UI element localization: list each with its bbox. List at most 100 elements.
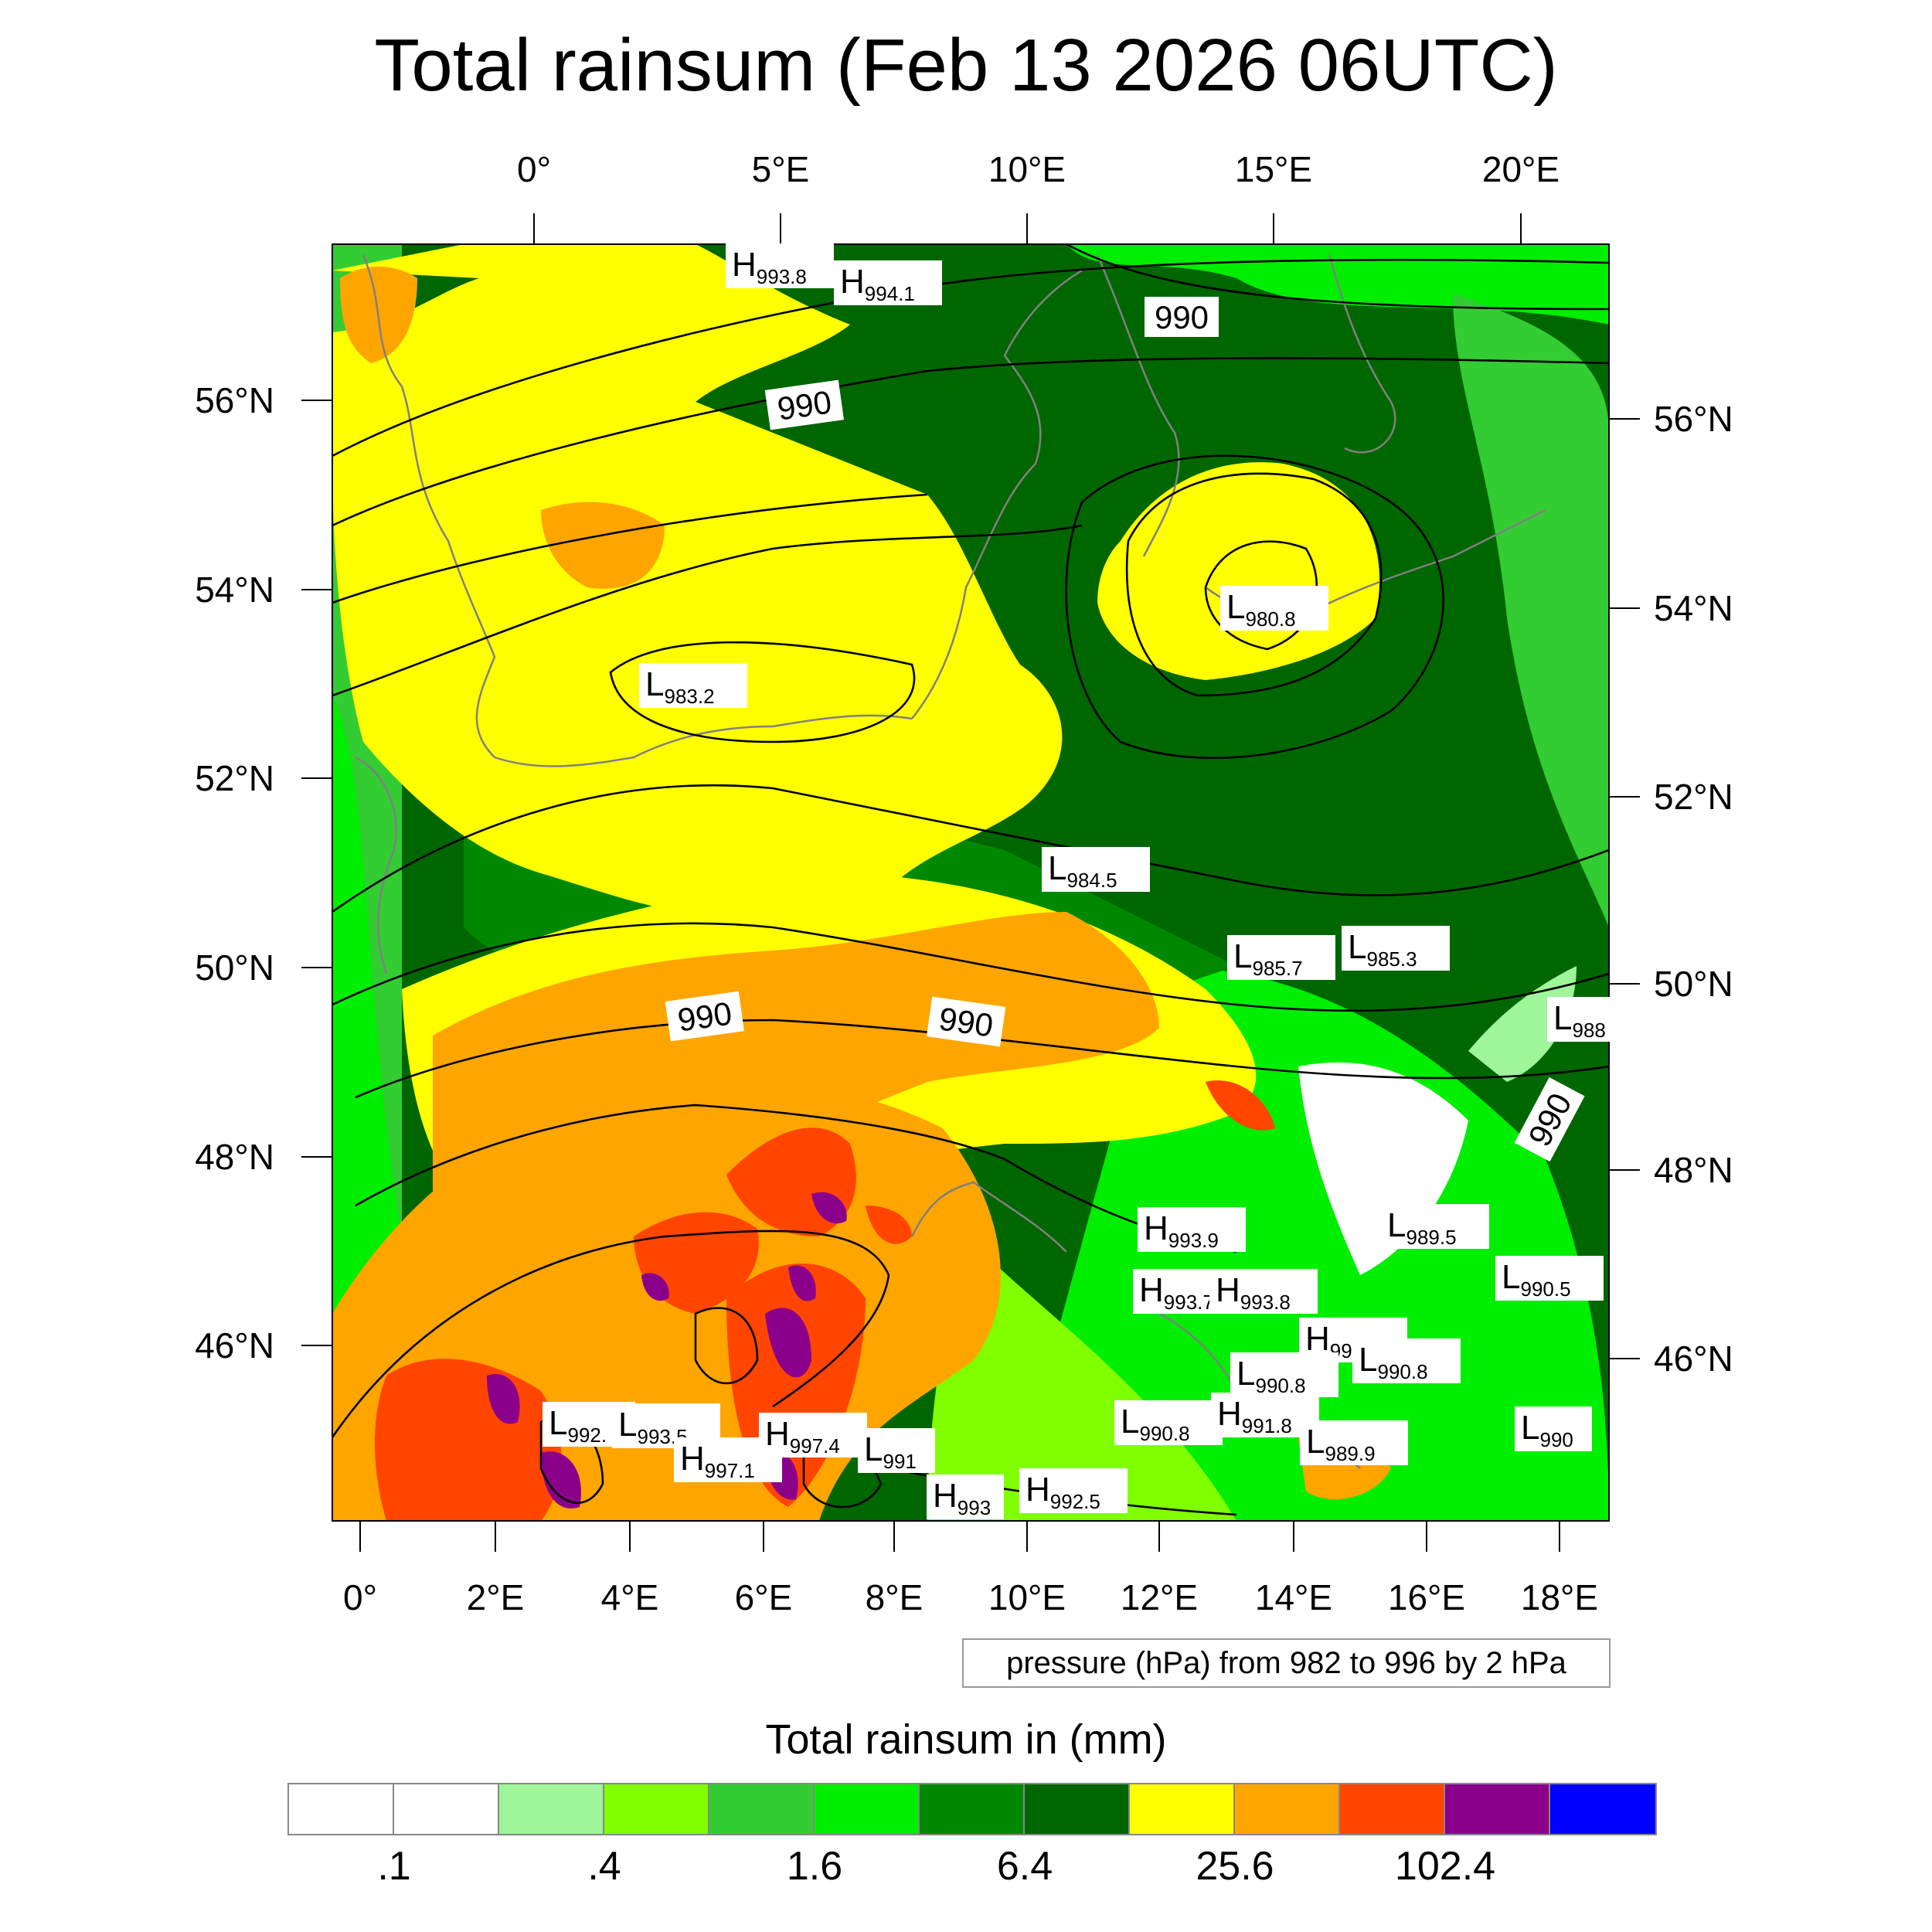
pressure-center-text: L990.5 — [1502, 1258, 1571, 1301]
colorbar-label: 1.6 — [786, 1844, 843, 1889]
pressure-center-text: L980.8 — [1226, 588, 1296, 631]
bottom-tick-label: 8°E — [866, 1577, 923, 1617]
colorbar-swatch — [499, 1784, 604, 1834]
pressure-center-label: L990.8 — [1352, 1338, 1461, 1383]
colorbar-swatch — [920, 1784, 1025, 1834]
pressure-center-label: L990 — [1515, 1406, 1592, 1451]
right-tick-label: 56°N — [1654, 399, 1733, 439]
colorbar-label: .1 — [377, 1844, 411, 1889]
pressure-center-text: H991.8 — [1217, 1395, 1292, 1437]
pressure-center-text: H993.9 — [1144, 1209, 1219, 1252]
pressure-center-label: H993.9 — [1138, 1207, 1246, 1252]
pressure-center-label: L983.2 — [639, 663, 747, 708]
top-tick-label: 5°E — [752, 149, 810, 189]
bottom-tick-label: 14°E — [1255, 1577, 1332, 1617]
right-tick-label: 46°N — [1654, 1338, 1733, 1379]
colorbar — [287, 1783, 1657, 1835]
colorbar-swatch — [1550, 1784, 1655, 1834]
colorbar-swatch — [1235, 1784, 1340, 1834]
pressure-center-text: L989.9 — [1306, 1423, 1376, 1465]
pressure-center-label: H993.8 — [1209, 1269, 1318, 1314]
bottom-tick-label: 2°E — [467, 1577, 525, 1617]
pressure-center-text: H997.1 — [680, 1440, 755, 1482]
bottom-axis: 0° 2°E 4°E 6°E 8°E 10°E 12°E 14°E 16°E 1… — [343, 1521, 1598, 1617]
pressure-center-text: L983.2 — [645, 665, 715, 708]
isobar-label: 990 — [775, 383, 834, 427]
colorbar-swatch — [1130, 1784, 1235, 1834]
colorbar-label: 102.4 — [1394, 1844, 1496, 1889]
map-frame — [332, 243, 1610, 1522]
right-tick-label: 48°N — [1654, 1150, 1733, 1190]
pressure-center-text: H993.8 — [732, 246, 807, 288]
left-tick-label: 46°N — [195, 1325, 274, 1366]
bottom-tick-label: 18°E — [1521, 1577, 1598, 1617]
pressure-center-text: L990.8 — [1359, 1341, 1428, 1383]
isobar-label: 990 — [675, 995, 734, 1038]
pressure-center-label: L991 — [858, 1428, 935, 1473]
top-tick-label: 10°E — [988, 149, 1066, 189]
map-title: Total rainsum (Feb 13 2026 06UTC) — [374, 24, 1558, 107]
pressure-center-label: L990.8 — [1114, 1400, 1223, 1445]
colorbar-swatch — [289, 1784, 394, 1834]
top-axis: 0° 5°E 10°E 15°E 20°E — [517, 149, 1560, 244]
pressure-center-label: H992.5 — [1019, 1468, 1128, 1513]
pressure-center-text: H993 — [933, 1477, 991, 1519]
pressure-center-text: L985.3 — [1348, 928, 1417, 971]
pressure-center-label: L985.7 — [1227, 935, 1335, 980]
pressure-center-text: L991 — [864, 1430, 917, 1473]
pressure-center-label: L988 — [1547, 997, 1624, 1042]
pressure-center-label: L990.8 — [1230, 1352, 1338, 1397]
pressure-center-text: L990.8 — [1121, 1403, 1190, 1445]
bottom-tick-label: 10°E — [988, 1577, 1066, 1617]
pressure-center-text: H993.8 — [1216, 1271, 1291, 1314]
bottom-tick-label: 6°E — [735, 1577, 793, 1617]
rainfall-field — [332, 244, 1609, 1521]
bottom-tick-label: 4°E — [601, 1577, 659, 1617]
top-tick-label: 15°E — [1235, 149, 1312, 189]
top-tick-label: 0° — [517, 149, 551, 189]
contour-info-box: pressure (hPa) from 982 to 996 by 2 hPa — [962, 1638, 1611, 1688]
colorbar-label: .4 — [587, 1844, 621, 1889]
pressure-centers: H993.8 H994.1 L980.8 L983.2 L984.5 L985.7 L985… — [543, 243, 1624, 1519]
pressure-center-label: H997.4 — [759, 1413, 867, 1458]
left-tick-label: 54°N — [195, 570, 274, 610]
right-tick-label: 50°N — [1654, 964, 1733, 1004]
right-tick-label: 52°N — [1654, 777, 1733, 817]
pressure-center-text: H994.1 — [840, 263, 915, 305]
right-axis: 56°N 54°N 52°N 50°N 48°N 46°N — [1609, 399, 1733, 1379]
top-tick-label: 20°E — [1482, 149, 1560, 189]
pressure-center-label: L984.5 — [1042, 847, 1150, 892]
colorbar-swatch — [1025, 1784, 1130, 1834]
pressure-center-label: H991.8 — [1211, 1393, 1319, 1437]
left-tick-label: 56°N — [195, 380, 274, 420]
isobar-label: 990 — [937, 1000, 995, 1043]
pressure-center-text: L988 — [1553, 999, 1606, 1042]
pressure-center-label: L989.9 — [1300, 1420, 1408, 1465]
pressure-center-text: H993.7 — [1139, 1271, 1214, 1314]
right-tick-label: 54°N — [1654, 588, 1733, 628]
pressure-center-label: H994.1 — [834, 260, 942, 305]
pressure-center-label: H993 — [927, 1475, 1004, 1519]
colorbar-label: 6.4 — [996, 1844, 1053, 1889]
left-tick-label: 52°N — [195, 758, 274, 798]
pressure-center-label: L980.8 — [1220, 586, 1328, 631]
bottom-tick-label: 12°E — [1121, 1577, 1198, 1617]
pressure-center-label: H993.8 — [726, 243, 834, 288]
bottom-tick-label: 0° — [343, 1577, 377, 1617]
pressure-center-text: L984.5 — [1048, 849, 1117, 892]
left-tick-label: 48°N — [195, 1137, 274, 1177]
pressure-center-text: H992.5 — [1026, 1471, 1100, 1513]
colorbar-swatch — [815, 1784, 920, 1834]
pressure-center-text: H997.4 — [765, 1415, 840, 1458]
left-axis: 56°N 54°N 52°N 50°N 48°N 46°N — [195, 380, 332, 1366]
bottom-tick-label: 16°E — [1388, 1577, 1465, 1617]
pressure-center-text: L990 — [1521, 1409, 1573, 1451]
pressure-center-label: L989.5 — [1381, 1204, 1489, 1249]
colorbar-swatch — [1445, 1784, 1550, 1834]
colorbar-label: 25.6 — [1196, 1844, 1274, 1889]
pressure-center-text: L992. — [549, 1404, 607, 1447]
left-tick-label: 50°N — [195, 947, 274, 988]
colorbar-swatch — [1340, 1784, 1445, 1834]
pressure-center-text: L989.5 — [1387, 1206, 1457, 1249]
